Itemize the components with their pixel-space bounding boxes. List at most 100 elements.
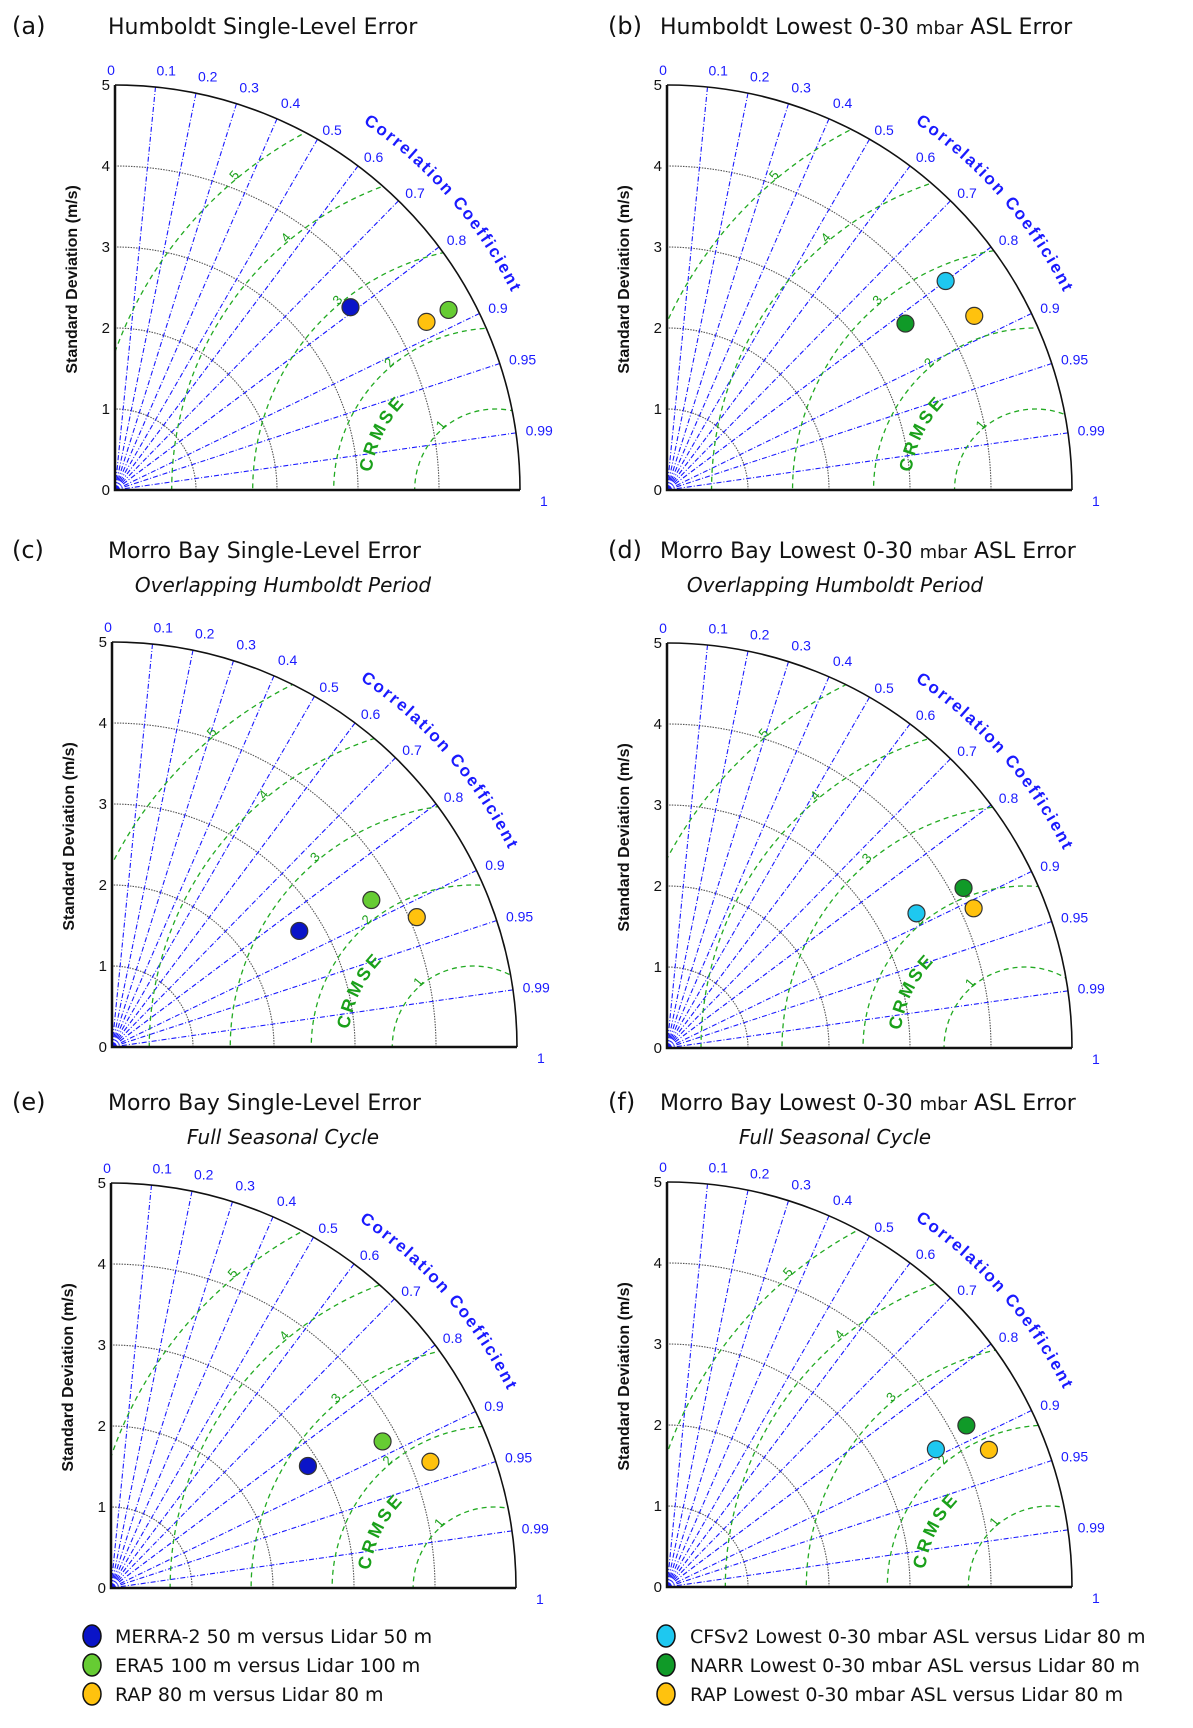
- correlation-tick-label: 0: [107, 62, 115, 78]
- data-point-merra-2: [298, 1456, 318, 1476]
- title-unit: mbar: [916, 18, 964, 39]
- std-tick-label: 2: [102, 320, 110, 337]
- correlation-ray: [112, 803, 437, 1047]
- correlation-tick-label: 0.95: [1061, 1449, 1088, 1465]
- title-part: Morro Bay Lowest 0-30: [660, 1091, 920, 1116]
- taylor-panel-b: (b) Humboldt Lowest 0-30 mbar ASL Error 1 2…: [608, 12, 1105, 509]
- correlation-tick-label: 0.1: [153, 619, 173, 635]
- std-tick-label: 1: [654, 959, 662, 976]
- std-arc: [667, 246, 911, 490]
- std-tick-label: 3: [102, 239, 110, 256]
- panel-label: (a): [12, 12, 45, 40]
- correlation-tick-label: 0.3: [239, 79, 259, 95]
- std-tick-label: 5: [99, 634, 107, 651]
- correlation-ray: [115, 118, 278, 490]
- y-axis-label: Standard Deviation (m/s): [64, 185, 81, 373]
- crmse-axis-label: CRMSE: [354, 1489, 408, 1571]
- correlation-ray: [667, 103, 790, 490]
- correlation-tick-label: 0.5: [874, 122, 894, 138]
- crmse-contour-label: 5: [780, 1264, 796, 1279]
- crmse-axis-label: CRMSE: [909, 1488, 963, 1570]
- axis-frame: [113, 85, 520, 492]
- correlation-ray: [112, 757, 396, 1047]
- correlation-tick-label: 0.4: [833, 653, 853, 669]
- data-point-rap: [417, 312, 436, 331]
- correlation-ray: [112, 695, 315, 1047]
- std-tick-label: 1: [99, 958, 107, 975]
- data-point-era5: [439, 300, 458, 320]
- correlation-tick-label: 0.1: [156, 62, 176, 78]
- correlation-tick-label: 0.95: [506, 909, 533, 925]
- correlation-axis-label: Correlation Coefficient: [357, 1209, 522, 1394]
- correlation-ray: [667, 1183, 709, 1587]
- correlation-tick-label: 0.6: [916, 1246, 936, 1262]
- panel-title: Morro Bay Single-Level Error: [108, 1091, 422, 1116]
- correlation-tick-label: 0.9: [488, 300, 508, 316]
- correlation-ray: [112, 722, 356, 1047]
- correlation-tick-label: 1: [1092, 493, 1100, 509]
- correlation-ray: [667, 723, 911, 1048]
- correlation-tick-label: 0.99: [1078, 980, 1105, 996]
- legend-marker-era5: [82, 1653, 102, 1677]
- correlation-tick-label: 0.8: [999, 1329, 1019, 1345]
- correlation-ray: [667, 138, 870, 490]
- std-arc: [115, 327, 278, 490]
- correlation-tick-label: 0.6: [916, 707, 936, 723]
- crmse-contour-label: 3: [307, 849, 323, 864]
- std-tick-label: 0: [654, 1040, 662, 1057]
- correlation-ray: [115, 363, 500, 490]
- panel-subtitle: Full Seasonal Cycle: [739, 1125, 931, 1149]
- correlation-ray: [115, 138, 318, 490]
- correlation-ray: [667, 1262, 911, 1587]
- correlation-tick-label: 0.2: [195, 626, 215, 642]
- crmse-axis-label-path: CRMSE: [355, 391, 406, 473]
- correlation-ray: [667, 1460, 1052, 1587]
- correlation-tick-label: 0.99: [1078, 1519, 1105, 1535]
- correlation-ray: [667, 1343, 992, 1587]
- correlation-axis-label: Correlation Coefficient: [913, 1208, 1078, 1393]
- correlation-tick-label: 0.7: [402, 742, 422, 758]
- correlation-ray: [115, 246, 440, 490]
- std-tick-label: 0: [98, 1580, 106, 1597]
- title-part: ASL Error: [967, 539, 1077, 564]
- correlation-tick-label: 0.2: [750, 1166, 770, 1182]
- std-arc: [667, 723, 992, 1048]
- correlation-ray: [667, 1297, 951, 1587]
- correlation-tick-label: 0.9: [1040, 858, 1060, 874]
- std-tick-label: 3: [654, 239, 662, 256]
- correlation-ray: [115, 432, 517, 490]
- correlation-tick-label: 0: [659, 62, 667, 78]
- correlation-ray: [112, 675, 275, 1047]
- correlation-ray: [667, 1409, 1032, 1587]
- std-tick-label: 1: [98, 1499, 106, 1516]
- correlation-ray: [115, 86, 157, 490]
- correlation-tick-label: 0.6: [364, 149, 384, 165]
- std-tick-label: 1: [102, 401, 110, 418]
- axis-frame: [110, 642, 517, 1049]
- outer-arc: [111, 641, 518, 1048]
- panel-label: (f): [608, 1088, 635, 1116]
- std-tick-label: 5: [654, 1174, 662, 1191]
- correlation-ray: [111, 1461, 496, 1588]
- crmse-contour-label: 2: [358, 912, 374, 927]
- panel-label: (b): [608, 12, 642, 40]
- std-tick-label: 4: [654, 716, 662, 733]
- correlation-ray: [111, 1344, 436, 1588]
- correlation-ray: [112, 869, 477, 1047]
- crmse-arc: [967, 1505, 1072, 1587]
- correlation-ray: [115, 200, 399, 490]
- correlation-ray: [667, 1235, 870, 1587]
- correlation-ray: [667, 644, 709, 1048]
- legend-marker-rap: [82, 1682, 102, 1706]
- crmse-contour-label: 2: [379, 1453, 395, 1468]
- correlation-tick-label: 1: [540, 493, 548, 509]
- data-point-rap: [964, 899, 983, 918]
- correlation-ray: [667, 1215, 830, 1587]
- crmse-contour-label: 4: [255, 787, 271, 802]
- std-arc: [667, 804, 911, 1048]
- outer-arc: [110, 1182, 517, 1589]
- std-tick-label: 2: [98, 1418, 106, 1435]
- crmse-contour-label: 4: [831, 1327, 847, 1342]
- crmse-arc: [391, 965, 517, 1047]
- legend-label-cfsv2: CFSv2 Lowest 0-30 mbar ASL versus Lidar …: [690, 1626, 1145, 1648]
